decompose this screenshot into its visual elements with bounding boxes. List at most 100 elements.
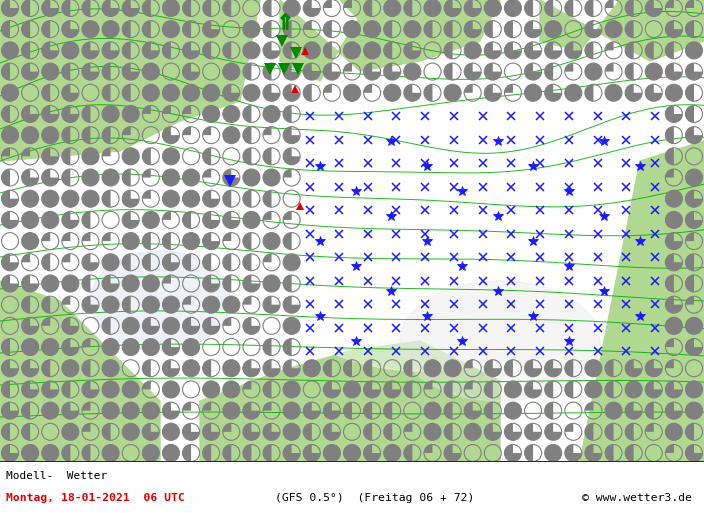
Polygon shape: [484, 402, 493, 419]
Polygon shape: [82, 423, 91, 432]
Polygon shape: [424, 381, 432, 389]
Polygon shape: [102, 318, 111, 334]
Circle shape: [505, 0, 522, 16]
Polygon shape: [62, 402, 79, 419]
Polygon shape: [82, 296, 99, 313]
Polygon shape: [0, 0, 260, 161]
Polygon shape: [665, 21, 682, 37]
Polygon shape: [1, 21, 10, 37]
Polygon shape: [464, 381, 472, 389]
Polygon shape: [646, 402, 654, 419]
Polygon shape: [464, 21, 482, 37]
Polygon shape: [62, 148, 70, 165]
Circle shape: [142, 211, 159, 228]
Polygon shape: [545, 0, 553, 16]
Polygon shape: [82, 106, 91, 123]
Polygon shape: [203, 254, 211, 271]
Text: (GFS 0.5°)  (Freitag 06 + 72): (GFS 0.5°) (Freitag 06 + 72): [220, 494, 474, 503]
Polygon shape: [625, 0, 634, 16]
Polygon shape: [404, 84, 421, 101]
Polygon shape: [102, 148, 111, 156]
Circle shape: [182, 190, 199, 207]
Polygon shape: [364, 360, 372, 377]
Polygon shape: [263, 402, 272, 410]
Polygon shape: [203, 275, 220, 292]
Polygon shape: [464, 63, 482, 80]
Polygon shape: [524, 423, 541, 440]
Circle shape: [102, 402, 119, 419]
Circle shape: [222, 360, 240, 377]
Polygon shape: [364, 423, 372, 440]
Circle shape: [82, 190, 99, 207]
Circle shape: [505, 402, 522, 419]
Polygon shape: [102, 232, 111, 241]
Text: Modell-  Wetter: Modell- Wetter: [6, 470, 107, 481]
Polygon shape: [142, 148, 151, 165]
Polygon shape: [263, 127, 272, 135]
Polygon shape: [565, 63, 573, 72]
Polygon shape: [605, 42, 613, 50]
Polygon shape: [122, 42, 131, 59]
Polygon shape: [283, 360, 300, 377]
Polygon shape: [484, 84, 501, 101]
Polygon shape: [344, 0, 352, 8]
Polygon shape: [665, 296, 682, 313]
Polygon shape: [524, 381, 541, 398]
Polygon shape: [122, 190, 139, 207]
Polygon shape: [22, 0, 30, 16]
Polygon shape: [42, 0, 58, 16]
Polygon shape: [545, 63, 553, 80]
Polygon shape: [303, 84, 312, 101]
Polygon shape: [323, 0, 332, 8]
Polygon shape: [102, 423, 111, 440]
Polygon shape: [182, 42, 199, 59]
Polygon shape: [605, 381, 613, 398]
Polygon shape: [142, 190, 151, 199]
Polygon shape: [22, 423, 30, 440]
Polygon shape: [243, 423, 260, 440]
Polygon shape: [263, 84, 280, 101]
Polygon shape: [42, 254, 50, 271]
Polygon shape: [585, 444, 602, 462]
Polygon shape: [444, 0, 461, 16]
Polygon shape: [665, 360, 674, 368]
Polygon shape: [42, 360, 50, 377]
Polygon shape: [283, 127, 300, 144]
Circle shape: [122, 148, 139, 165]
Polygon shape: [243, 275, 260, 292]
Polygon shape: [323, 402, 340, 419]
Polygon shape: [243, 148, 251, 165]
Polygon shape: [585, 84, 593, 101]
Polygon shape: [505, 423, 522, 440]
Polygon shape: [665, 169, 674, 177]
Circle shape: [344, 84, 360, 101]
Polygon shape: [62, 232, 70, 241]
Polygon shape: [42, 106, 58, 123]
Polygon shape: [42, 42, 58, 59]
Polygon shape: [1, 106, 10, 123]
Circle shape: [444, 360, 461, 377]
Polygon shape: [82, 0, 91, 16]
Polygon shape: [263, 254, 272, 262]
Circle shape: [203, 84, 220, 101]
Polygon shape: [283, 339, 291, 356]
Polygon shape: [364, 63, 381, 80]
Polygon shape: [646, 381, 662, 398]
Polygon shape: [203, 42, 211, 59]
Polygon shape: [283, 169, 291, 177]
Circle shape: [122, 275, 139, 292]
Circle shape: [585, 360, 602, 377]
Polygon shape: [686, 296, 694, 305]
Polygon shape: [524, 63, 541, 80]
Polygon shape: [545, 84, 562, 101]
Polygon shape: [62, 127, 70, 144]
Polygon shape: [384, 21, 392, 37]
Polygon shape: [22, 254, 30, 262]
Polygon shape: [686, 127, 703, 144]
Circle shape: [42, 402, 58, 419]
Polygon shape: [142, 42, 159, 59]
Polygon shape: [404, 42, 421, 59]
Polygon shape: [505, 360, 513, 377]
Circle shape: [283, 0, 300, 16]
Polygon shape: [82, 275, 91, 292]
